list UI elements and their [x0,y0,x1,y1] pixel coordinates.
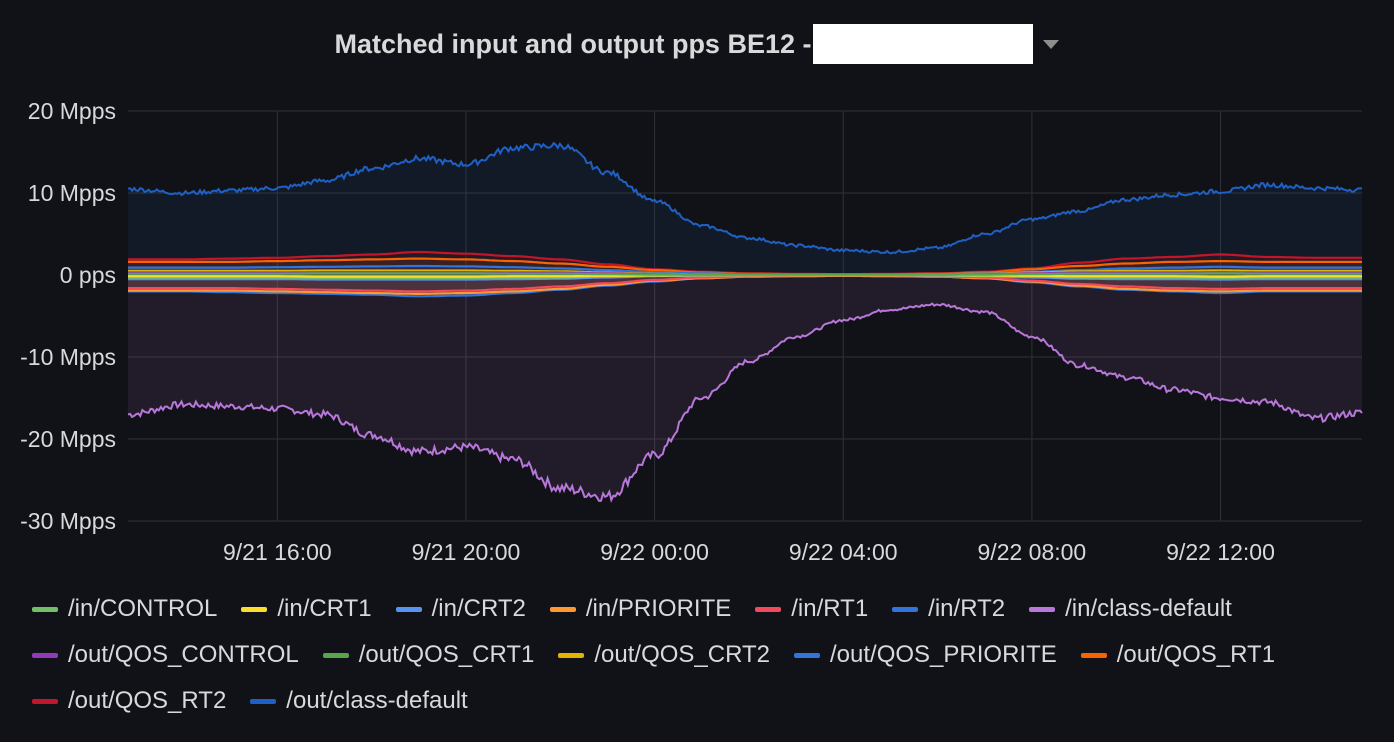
legend-label: /out/QOS_CRT2 [594,641,771,668]
legend-item[interactable]: /out/QOS_RT2 [32,678,226,724]
series-line[interactable] [128,272,1362,276]
legend-swatch [395,606,422,612]
legend-swatch [1029,606,1056,612]
legend-item[interactable]: /out/QOS_RT1 [1080,632,1276,678]
legend-item[interactable]: /in/CONTROL [32,586,217,632]
legend-item[interactable]: /in/CRT2 [395,586,526,632]
legend-label: /in/RT1 [791,595,869,622]
legend-label: /in/CONTROL [68,595,218,622]
legend-item[interactable]: /out/QOS_CONTROL [32,632,299,678]
legend-swatch [32,652,58,658]
legend-swatch [892,606,919,612]
series-area [128,143,1362,275]
y-tick-label: -20 Mpps [20,426,116,452]
legend-item[interactable]: /out/QOS_CRT1 [322,632,535,678]
series-line[interactable] [127,302,1363,503]
legend-label: /in/CRT2 [431,595,526,622]
legend-swatch [322,652,349,658]
legend-swatch [241,606,268,612]
legend-swatch [250,698,277,704]
legend-swatch [794,652,821,658]
legend-label: /out/QOS_CRT1 [358,641,535,668]
legend-swatch [549,606,576,612]
legend-item[interactable]: /in/CRT1 [241,586,372,632]
legend-item[interactable]: /out/QOS_CRT2 [558,632,770,678]
legend-label: /out/QOS_CONTROL [68,641,299,668]
chart-plot[interactable]: 20 Mpps 10 Mpps 0 pps -10 Mpps -20 Mpps -30 M… [0,0,1394,590]
legend-swatch [32,606,58,612]
legend-item[interactable]: /in/class-default [1029,586,1232,632]
x-tick-label: 9/21 20:00 [412,539,521,565]
legend-item[interactable]: /in/RT2 [892,586,1005,632]
series-area [128,275,1362,501]
x-tick-label: 9/22 12:00 [1166,539,1275,565]
legend-item[interactable]: /out/QOS_PRIORITE [794,632,1057,678]
legend-swatch [1080,652,1107,658]
legend-swatch [558,652,585,658]
legend-label: /in/class-default [1065,595,1232,622]
legend-label: /in/RT2 [928,595,1006,622]
y-tick-label: 10 Mpps [28,180,116,206]
legend-label: /out/QOS_RT2 [68,687,227,714]
y-tick-label: 20 Mpps [28,98,116,124]
legend-label: /out/class-default [286,687,468,714]
legend-item[interactable]: /in/PRIORITE [549,586,732,632]
x-tick-label: 9/21 16:00 [223,539,332,565]
redacted-box [813,24,1034,64]
x-tick-label: 9/22 00:00 [600,539,709,565]
legend-swatch [755,606,782,612]
panel-menu-caret-icon[interactable] [1043,39,1060,49]
legend-swatch [32,698,58,704]
legend-label: /out/QOS_RT1 [1116,641,1276,668]
legend-label: /in/PRIORITE [585,595,732,622]
series-line[interactable] [127,141,1363,255]
y-tick-label: -30 Mpps [20,508,116,534]
series-area [128,252,1362,275]
x-tick-label: 9/22 08:00 [978,539,1087,565]
legend-label: /in/CRT1 [277,595,372,622]
legend-item[interactable]: /out/class-default [250,678,468,724]
legend: /in/CONTROL/in/CRT1/in/CRT2/in/PRIORITE /… [32,586,1372,724]
panel-title[interactable]: Matched input and output pps BE12 - [334,28,812,59]
legend-item[interactable]: /in/RT1 [755,586,868,632]
x-tick-label: 9/22 04:00 [789,539,898,565]
legend-label: /out/QOS_PRIORITE [830,641,1057,668]
y-tick-label: -10 Mpps [20,344,116,370]
y-tick-label: 0 pps [60,262,116,288]
panel-header[interactable]: Matched input and output pps BE12 - [0,22,1394,66]
